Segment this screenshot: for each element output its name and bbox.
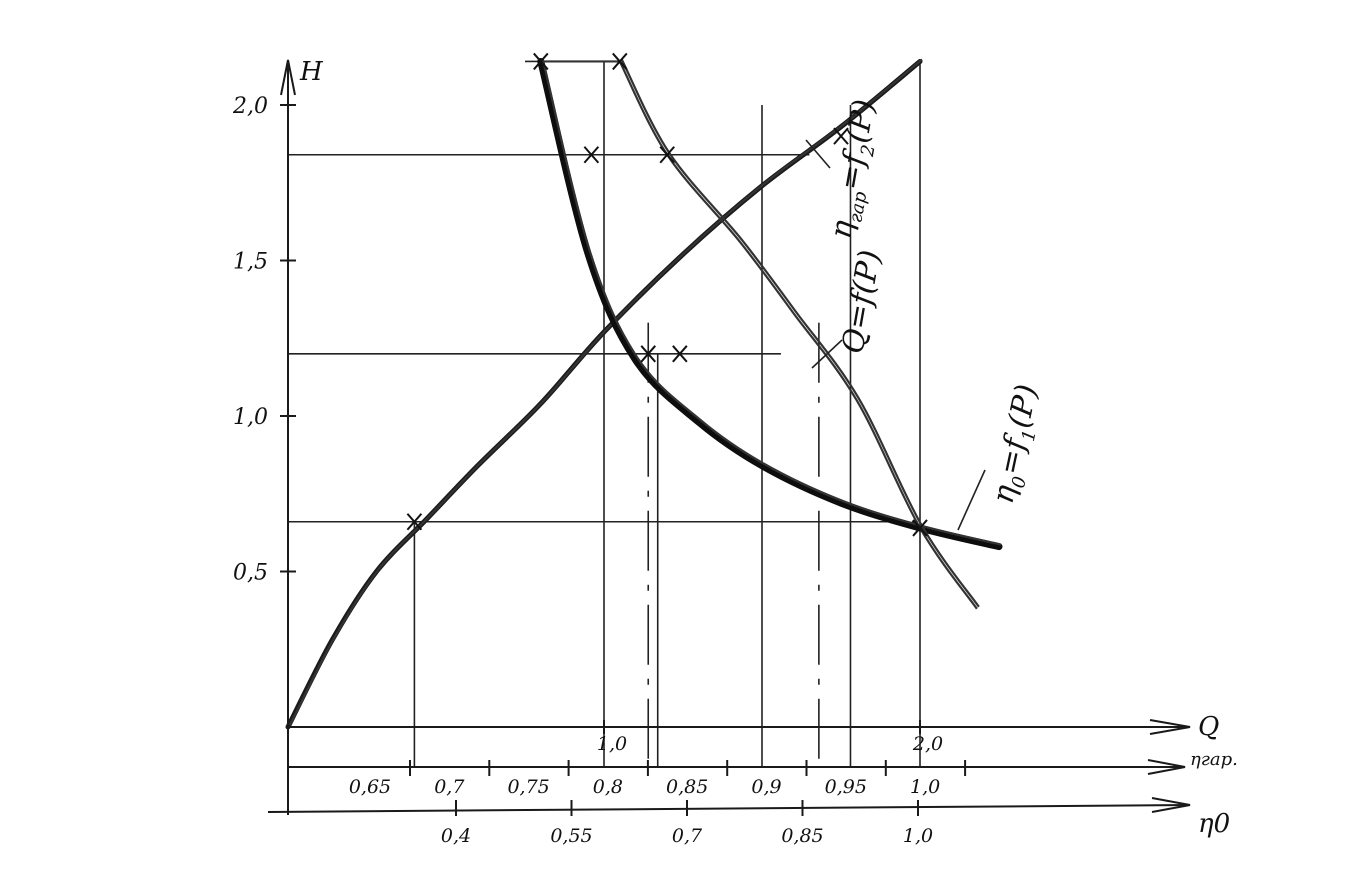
eta0-sub2: 1 (1018, 428, 1041, 444)
curve-eta0-sketch (541, 59, 1002, 546)
x-axis-eta0-label-text: η0 (1198, 809, 1230, 839)
cross-mark (533, 52, 549, 71)
eta-gar-tick-label: 1,0 (910, 776, 940, 798)
y-tick-label: 1,0 (233, 405, 268, 430)
x-axis-q-label: Q (1198, 712, 1219, 742)
eta-gar-main: η (823, 218, 861, 242)
eta-gar-tick-label: 0,9 (751, 776, 781, 798)
cross-mark (672, 345, 688, 363)
eta-gar-tick-label: 0,85 (666, 776, 708, 798)
leader-eta-gar (805, 139, 831, 169)
x-axis-q-arrow (1149, 719, 1191, 735)
x-axis-eta-gar-arrow (1147, 759, 1186, 775)
axes (267, 59, 1191, 815)
q-tick-label: 2,0 (912, 733, 943, 755)
eta0-sub: 0 (1008, 475, 1031, 491)
leader-eta0 (957, 469, 986, 531)
curve-q-sketch (289, 58, 923, 726)
eta-gar-end: (P) (840, 97, 882, 146)
construction-lines (288, 60, 921, 767)
eta0-tick-label: 0,4 (441, 825, 471, 847)
cross-mark (912, 519, 928, 537)
eta-gar-tick-label: 0,65 (349, 776, 391, 798)
curve-label-eta-gar: ηгар=f2(P) (823, 97, 887, 242)
curve-label-q: Q=f(P) (835, 247, 888, 356)
cross-mark (406, 513, 423, 531)
curve-eta0 (537, 57, 1003, 551)
y-tick-label: 1,5 (233, 250, 268, 275)
y-axis-arrow (280, 59, 296, 96)
cross-mark (583, 146, 600, 164)
cross-mark (659, 146, 675, 164)
eta-gar-tick-label: 0,7 (434, 776, 465, 798)
eta0-tick-label: 0,85 (781, 825, 823, 847)
x-axis-eta0-line (267, 804, 1191, 813)
eta-gar-tick-label: 0,95 (825, 776, 867, 798)
cross-mark (640, 345, 656, 363)
y-axis-label: H (299, 57, 324, 87)
marker-crosses (406, 52, 928, 537)
eta-gar-sub2: 2 (857, 143, 880, 159)
curve-eta-gar-sketch (620, 58, 980, 608)
q-tick-label: 1,0 (597, 733, 627, 755)
eta-gar-tick-label: 0,8 (593, 776, 623, 798)
x-axis-eta0-label: η0 (1198, 809, 1230, 839)
x-axis-eta0-arrow (1151, 797, 1191, 813)
eta0-end: (P) (1002, 381, 1045, 431)
leader-q (811, 339, 843, 369)
eta0-tick-label: 1,0 (903, 825, 933, 847)
tick-labels: 0,5 1,0 1,5 2,0 1,0 2,0 0,65 0,7 0,75 0,8 0,85 0,9 0… (232, 94, 967, 847)
eta0-tick-label: 0,7 (672, 825, 703, 847)
curve-label-eta0: η0=f1(P) (986, 381, 1050, 507)
cross-mark (833, 127, 849, 145)
eta-gar-tick-label: 0,75 (507, 776, 549, 798)
eta0-tick-label: 0,55 (550, 825, 592, 847)
y-tick-label: 0,5 (233, 561, 268, 586)
eta-gar-sub: гар (845, 190, 871, 225)
x-axis-eta-gar-label: ηгар. (1190, 749, 1238, 770)
cross-mark (612, 52, 628, 71)
curves (285, 57, 1003, 730)
y-tick-label: 2,0 (232, 94, 268, 119)
